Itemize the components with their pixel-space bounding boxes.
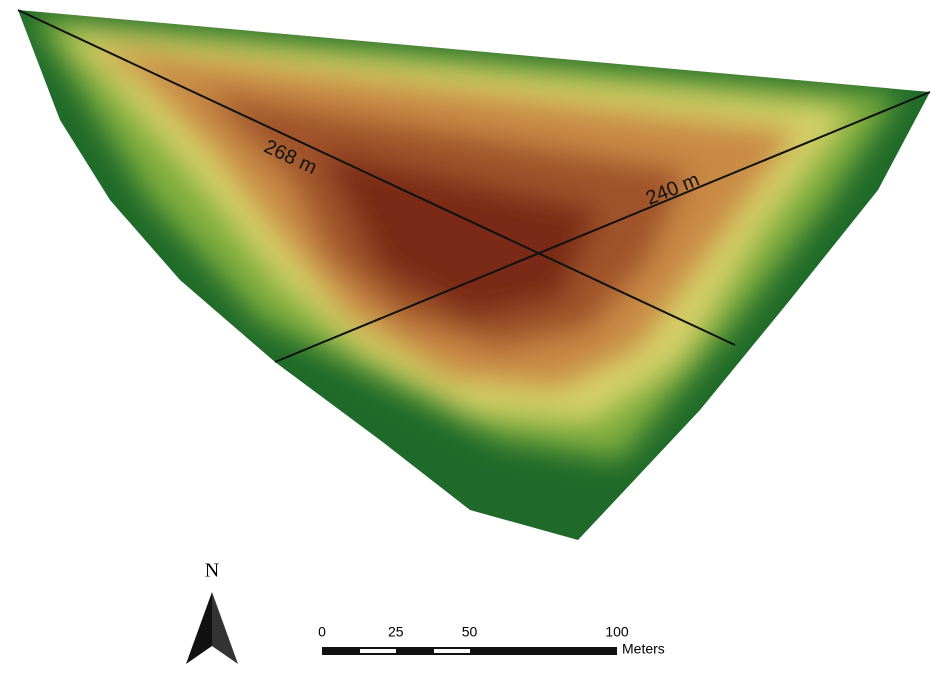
scale-unit: Meters bbox=[622, 641, 665, 657]
scale-tick-label: 25 bbox=[388, 624, 404, 640]
map: 268 m 240 m N Meters 02550100 bbox=[0, 0, 936, 670]
scale-bar-segment bbox=[360, 649, 396, 653]
north-arrow bbox=[212, 592, 238, 664]
scale-bar: Meters 0 25 50 100 bbox=[318, 624, 665, 657]
scale-tick-label: 50 bbox=[462, 624, 478, 640]
north-label: N bbox=[205, 560, 219, 582]
north-arrow bbox=[186, 592, 212, 664]
elevation-raster bbox=[0, 0, 936, 560]
scale-tick-label: 0 bbox=[318, 624, 326, 640]
scale-bar-segment bbox=[434, 649, 470, 653]
scale-tick-label: 100 bbox=[605, 624, 629, 640]
